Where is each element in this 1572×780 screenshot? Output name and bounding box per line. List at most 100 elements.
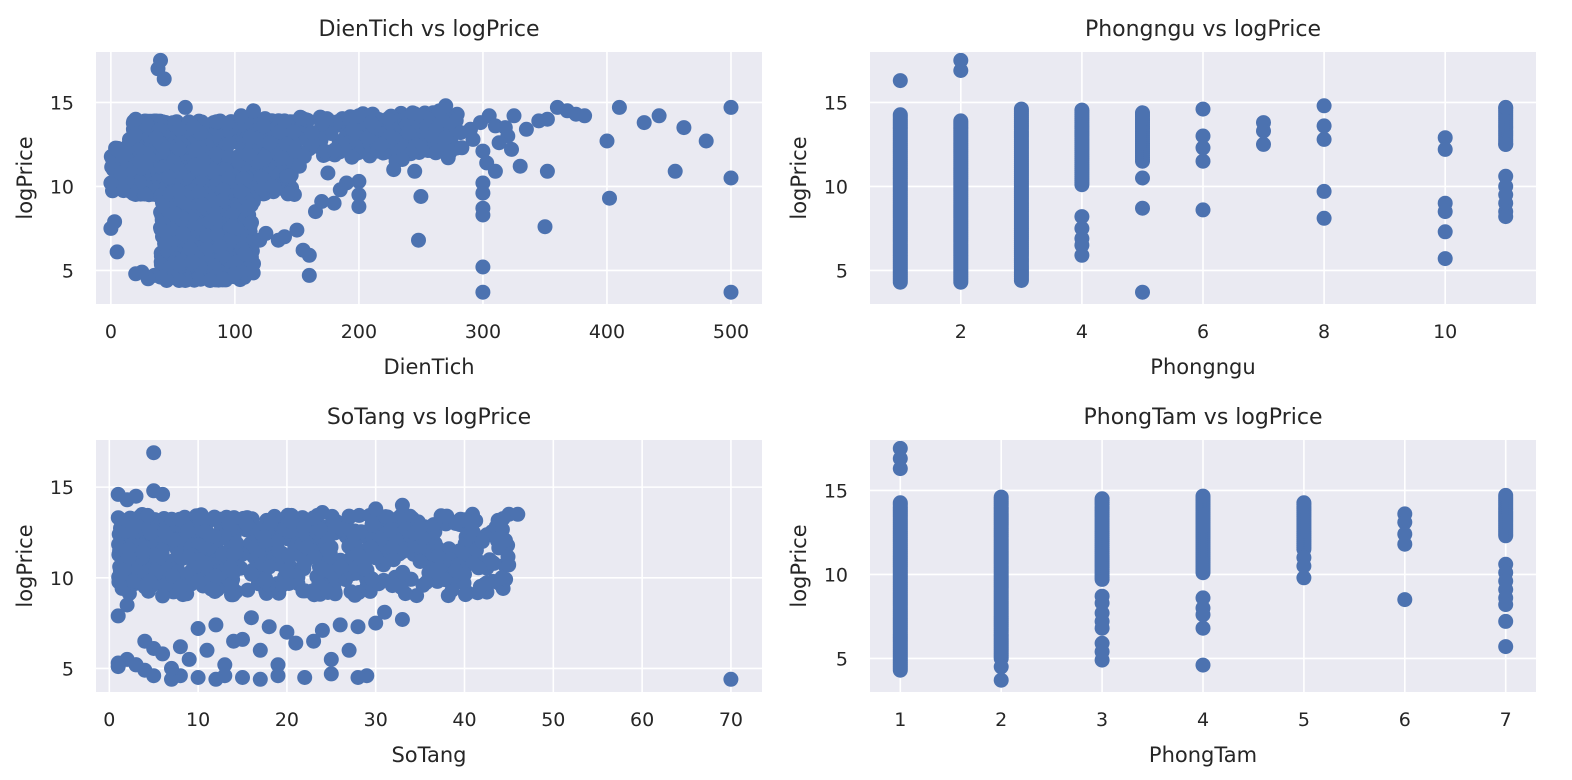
data-point xyxy=(345,121,361,137)
subplot-phongngu: 2 4 6 8 10 5 10 15 Phongngu vs logPrice Phongngu l… xyxy=(787,17,1536,379)
data-point xyxy=(128,488,144,504)
data-point xyxy=(537,219,553,235)
data-point xyxy=(368,615,384,631)
data-point xyxy=(280,186,296,202)
data-point xyxy=(282,168,298,184)
data-point xyxy=(289,222,305,238)
data-point xyxy=(243,215,259,231)
data-point xyxy=(440,150,456,166)
data-point xyxy=(181,651,197,667)
data-point xyxy=(346,587,362,602)
data-point xyxy=(1135,105,1150,121)
data-point xyxy=(222,578,238,594)
data-point xyxy=(479,575,495,591)
data-point xyxy=(235,670,250,685)
data-point xyxy=(173,194,189,210)
data-point xyxy=(1316,98,1332,114)
data-point xyxy=(413,189,429,204)
data-point xyxy=(154,546,170,562)
data-point xyxy=(676,120,692,136)
data-point xyxy=(1437,141,1453,157)
x-axis-label: SoTang xyxy=(391,743,466,767)
x-tick-label: 20 xyxy=(275,709,299,731)
data-point xyxy=(1074,209,1090,225)
data-point xyxy=(240,582,256,598)
data-point xyxy=(182,241,198,257)
data-point xyxy=(364,571,380,587)
data-point xyxy=(306,633,322,649)
data-point xyxy=(208,617,224,633)
data-point xyxy=(723,284,739,300)
data-point xyxy=(1498,639,1514,655)
data-point xyxy=(121,549,137,565)
data-point xyxy=(486,555,502,571)
data-point xyxy=(1316,131,1332,147)
x-tick-label: 4 xyxy=(1197,709,1209,731)
data-point xyxy=(723,99,739,115)
data-point xyxy=(458,587,473,603)
data-point xyxy=(294,110,310,126)
data-point xyxy=(283,513,299,529)
y-axis-label: logPrice xyxy=(13,136,37,219)
data-point xyxy=(326,195,342,211)
data-point xyxy=(351,108,367,124)
data-point xyxy=(297,555,313,571)
data-point xyxy=(506,108,522,124)
data-point xyxy=(1397,514,1413,530)
x-tick-label: 30 xyxy=(364,709,388,731)
data-point xyxy=(350,670,366,685)
data-point xyxy=(209,114,225,130)
data-point xyxy=(140,507,156,523)
data-point xyxy=(395,564,411,580)
data-point xyxy=(1094,652,1110,668)
data-point xyxy=(394,612,410,627)
data-point xyxy=(314,561,330,577)
y-tick-label: 10 xyxy=(50,568,74,590)
data-point xyxy=(1316,183,1332,199)
data-point xyxy=(226,564,242,580)
data-point xyxy=(207,584,223,599)
data-point xyxy=(235,631,250,647)
data-point xyxy=(892,107,908,123)
data-point xyxy=(518,121,534,137)
data-point xyxy=(332,617,348,633)
data-point xyxy=(143,525,159,541)
data-point xyxy=(1296,570,1312,586)
data-point xyxy=(1498,99,1514,115)
data-point xyxy=(314,505,330,520)
data-point xyxy=(304,125,320,141)
data-point xyxy=(1195,101,1211,117)
data-point xyxy=(246,103,261,119)
x-axis-label: DienTich xyxy=(383,355,474,379)
data-point xyxy=(377,604,393,620)
data-point xyxy=(465,131,481,147)
data-point xyxy=(296,519,312,535)
data-point xyxy=(146,641,162,656)
data-point xyxy=(110,659,126,675)
data-point xyxy=(171,141,187,157)
y-axis-label: logPrice xyxy=(787,524,811,607)
data-point xyxy=(207,210,223,226)
y-tick-label: 10 xyxy=(50,176,74,198)
data-point xyxy=(165,568,181,584)
data-point xyxy=(454,140,470,156)
data-point xyxy=(1498,136,1514,152)
data-point xyxy=(258,225,274,241)
data-point xyxy=(157,224,173,240)
data-point xyxy=(208,146,224,162)
data-point xyxy=(206,528,222,544)
data-point xyxy=(430,548,446,564)
x-axis-label: Phongngu xyxy=(1150,355,1255,379)
data-point xyxy=(1074,247,1090,263)
data-point xyxy=(360,130,376,146)
data-point xyxy=(202,273,218,288)
x-tick-label: 500 xyxy=(713,321,749,343)
data-point xyxy=(1135,284,1150,300)
data-point xyxy=(1437,224,1453,240)
data-point xyxy=(190,271,206,287)
data-point xyxy=(258,571,274,586)
data-point xyxy=(332,182,348,198)
data-point xyxy=(350,546,366,562)
y-axis-label: logPrice xyxy=(787,136,811,219)
data-point xyxy=(723,671,739,687)
